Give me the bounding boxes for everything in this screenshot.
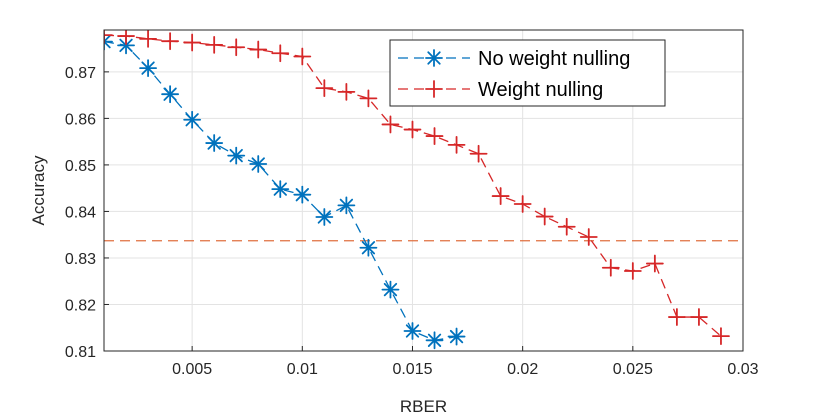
marker-stroke [361,241,376,255]
data-point [601,258,620,277]
y-tick-label: 0.82 [65,297,96,314]
marker-stroke [295,188,309,202]
x-tick-label: 0.025 [613,361,653,378]
marker-stroke [383,282,398,297]
legend-label: Weight nulling [478,79,603,101]
x-tick-label: 0.02 [507,361,538,378]
data-point [249,155,268,173]
data-point [205,134,224,152]
data-point [491,187,510,205]
y-tick-label: 0.81 [65,344,96,361]
legend-label: No weight nulling [478,48,630,70]
data-point [425,49,443,67]
data-point [315,208,334,226]
plot-frame [103,29,744,352]
data-point [579,228,598,246]
marker-stroke [141,61,155,75]
data-point [645,254,664,273]
data-point [104,32,113,51]
y-axis-label: Accuracy [29,155,48,225]
data-point [227,38,246,57]
marker-stroke [229,148,243,163]
data-point [425,127,444,145]
legend-entry: Weight nulling [398,79,603,101]
data-point [712,327,730,346]
data-point [425,80,443,98]
series-weight-nulling [104,30,730,346]
marker-stroke [185,113,199,127]
data-point [667,308,686,326]
x-tick-label: 0.015 [392,361,432,378]
marker-stroke [104,40,111,49]
y-tick-label: 0.83 [65,251,96,268]
data-point [183,110,202,129]
x-axis-label: RBER [400,397,447,416]
marker-stroke [449,329,464,344]
y-tick-label: 0.87 [65,65,96,82]
data-point [381,280,400,299]
data-point [161,32,180,51]
data-point [447,327,466,346]
data-point [403,322,422,340]
data-point [139,30,157,48]
data-point [337,196,356,215]
y-tick-label: 0.84 [65,204,96,221]
data-point [104,30,113,45]
marker-stroke [119,38,133,53]
marker-stroke [339,198,354,213]
data-point [469,144,488,163]
marker-stroke [427,333,442,347]
data-point [535,207,554,226]
marker-stroke [273,182,287,196]
data-point [293,185,312,204]
data-point [161,85,180,104]
x-tick-label: 0.01 [287,361,318,378]
data-point [117,30,135,45]
data-point [425,331,444,350]
marker-stroke [317,210,332,224]
data-point [315,79,334,98]
legend-entry: No weight nulling [398,48,630,70]
marker-stroke [163,87,177,101]
data-point [359,89,378,108]
data-point [205,35,224,54]
legend: No weight nulling Weight nulling [389,39,666,107]
axis-ticks: 0.005 0.01 0.015 0.02 0.025 0.03 0.81 0.82 0.83 0… [65,65,759,378]
x-tick-label: 0.005 [172,361,212,378]
y-tick-label: 0.86 [65,111,96,128]
data-point [227,146,246,165]
data-point [293,47,312,66]
data-point [690,308,708,326]
marker-stroke [207,136,221,150]
legend-box [389,39,666,107]
data-point [271,180,290,199]
data-point [183,33,202,52]
marker-stroke [251,157,265,171]
data-point [139,59,157,78]
marker-stroke [104,34,111,43]
data-point [271,44,290,63]
data-point [359,238,378,257]
data-point [447,136,466,154]
data-point [557,217,576,236]
marker-stroke [405,324,420,338]
data-point [337,82,356,101]
data-point [623,262,642,280]
series-no-weight-nulling [104,32,466,350]
data-point [381,115,400,134]
data-point [513,195,532,213]
data-point [403,120,422,139]
data-point [249,40,268,59]
marker-stroke [427,51,441,65]
x-tick-label: 0.03 [727,361,758,378]
data-series [104,30,730,350]
y-tick-label: 0.85 [65,158,96,175]
